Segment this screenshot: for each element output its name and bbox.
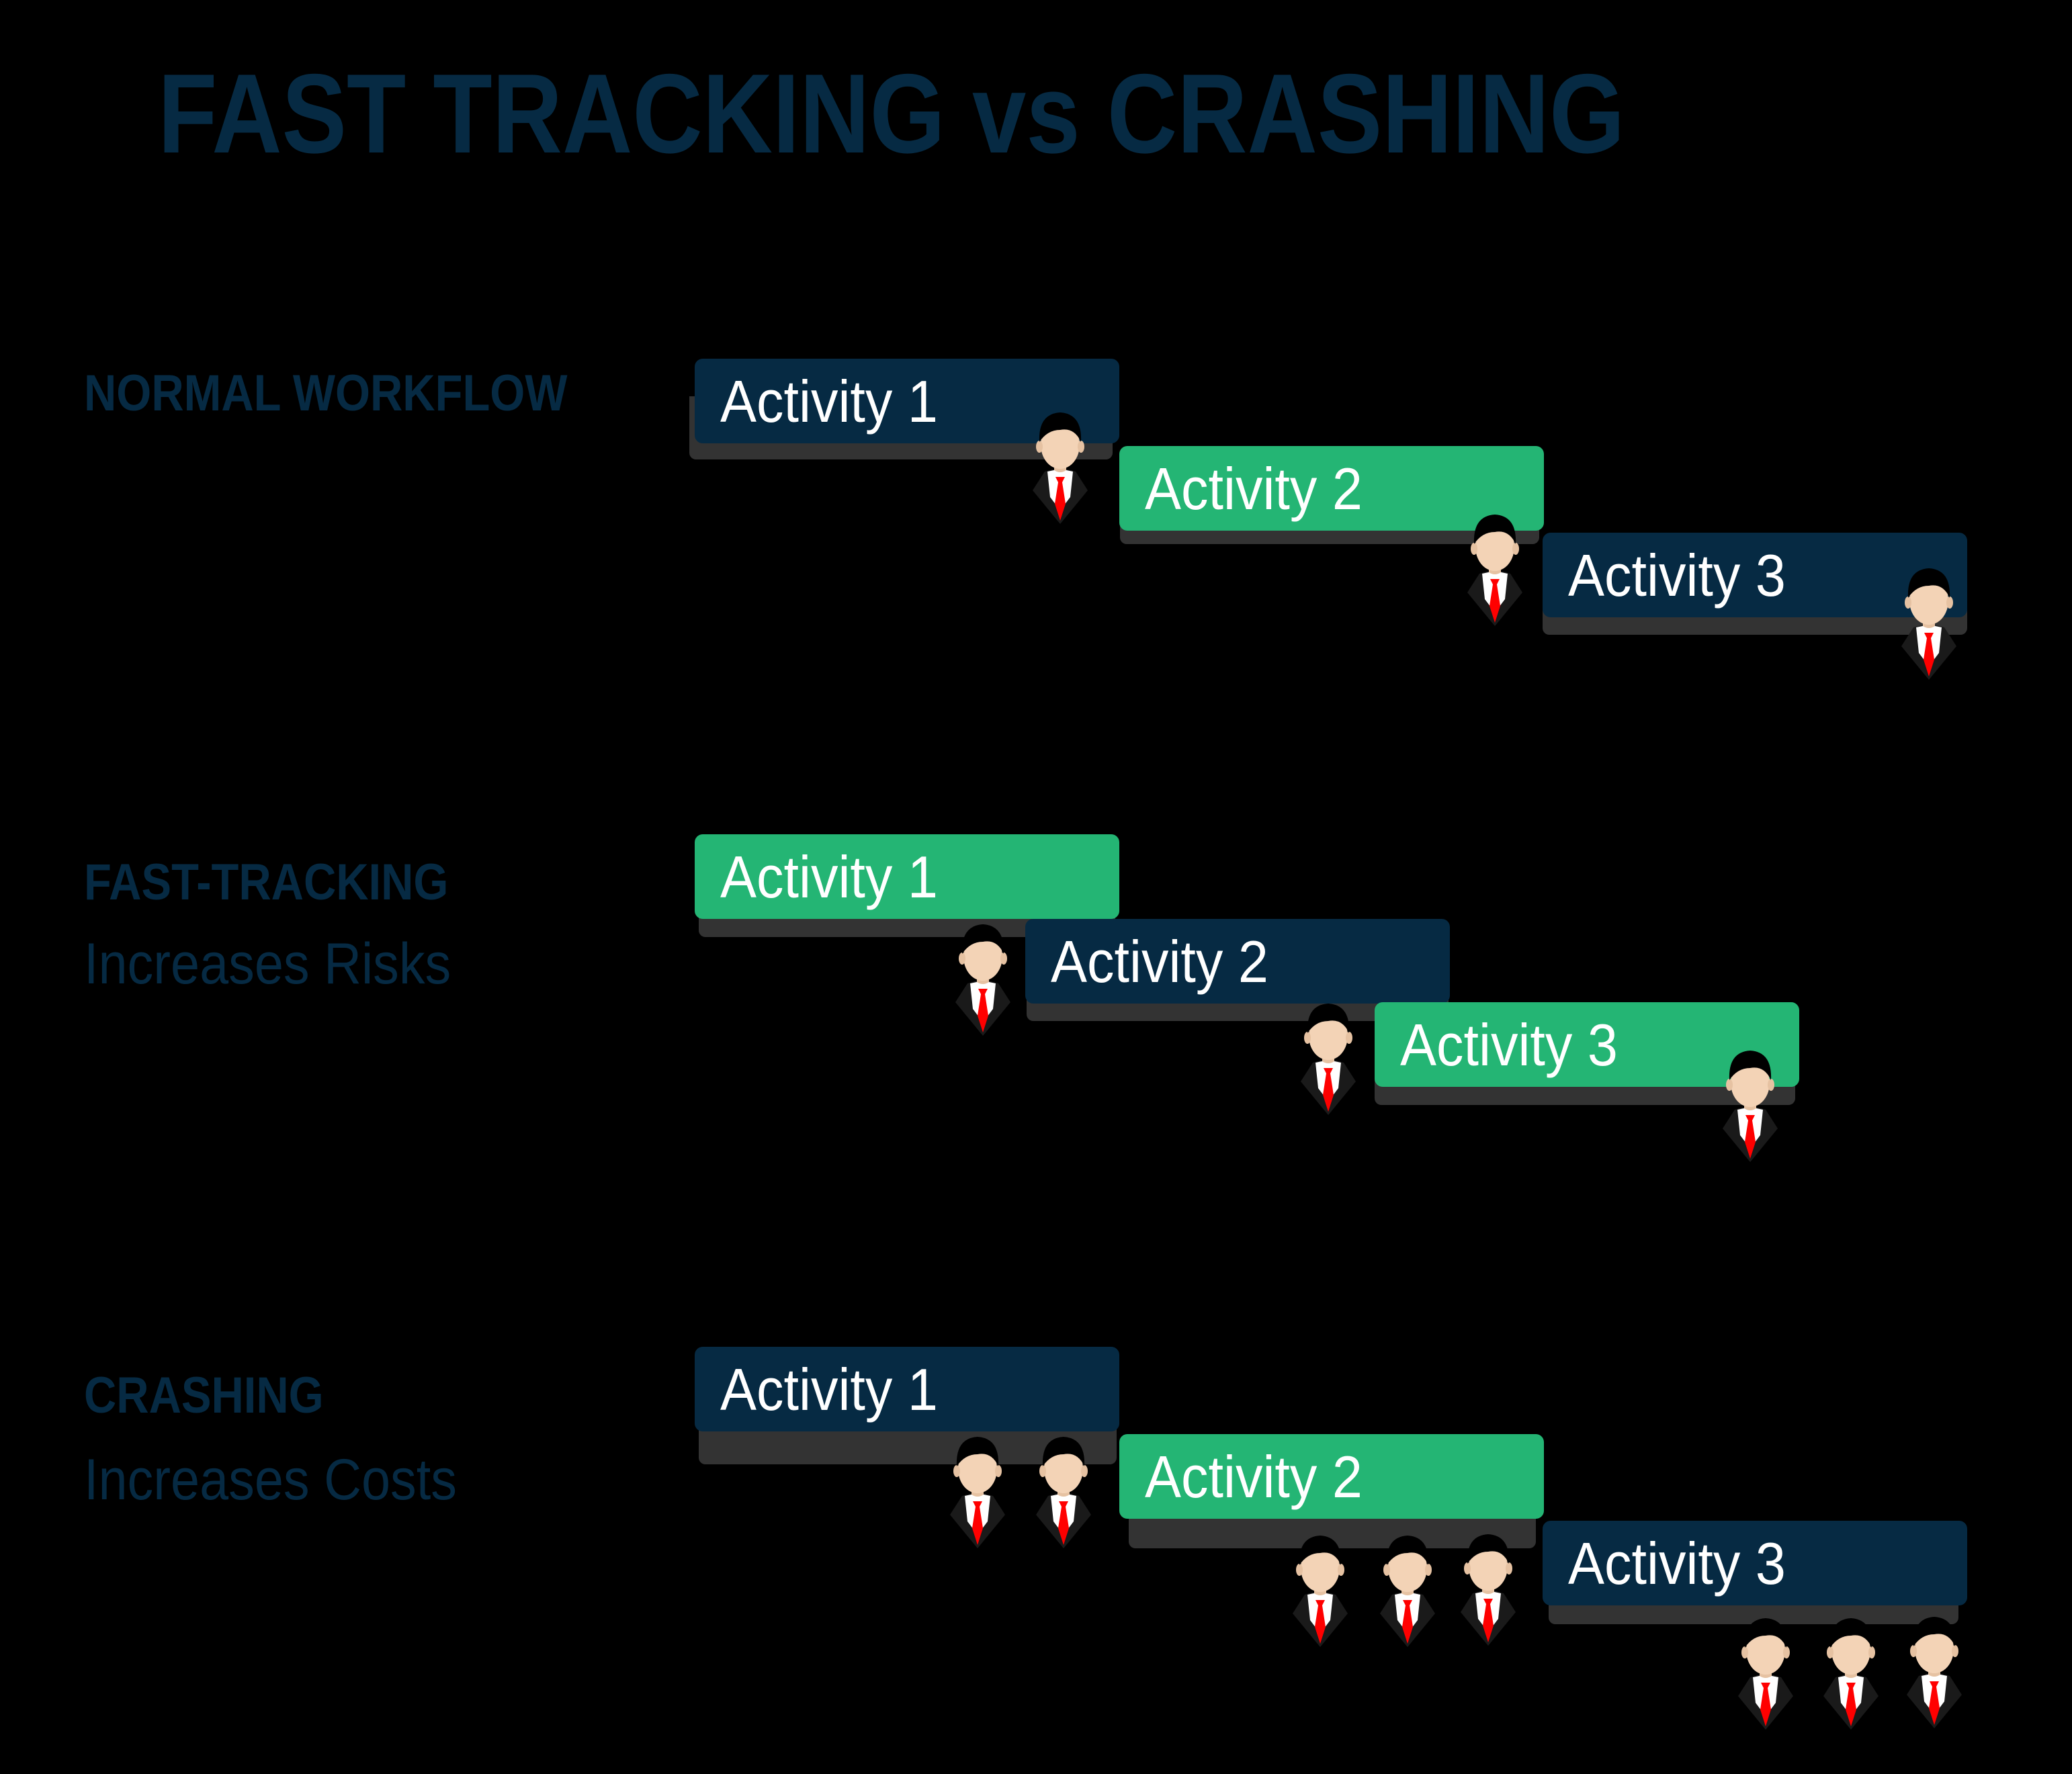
activity-bar-2: Activity 2 [1025,919,1450,1004]
businessman-icon [1720,1048,1780,1162]
businessman-icon [947,1434,1008,1548]
businessman-icon [1735,1615,1796,1730]
activity-bar-1: Activity 1 [695,834,1119,919]
businessman-icon [1298,1001,1358,1115]
activity-bar-3: Activity 3 [1543,533,1967,617]
businessman-icon [1465,512,1525,626]
activity-label: Activity 2 [1051,928,1268,995]
businessman-icon [1821,1615,1881,1730]
businessman-icon [1458,1532,1518,1646]
section-heading-fast-tracking: FAST-TRACKING [84,854,449,911]
businessman-icon [1904,1614,1965,1728]
activity-bar-3: Activity 3 [1375,1002,1799,1087]
section-subheading-risks: Increases Risks [84,932,451,996]
businessman-icon [953,922,1013,1036]
activity-bar-1: Activity 1 [695,1347,1119,1431]
businessman-icon [1899,566,1959,680]
activity-label: Activity 3 [1400,1012,1618,1078]
section-subheading-costs: Increases Costs [84,1448,457,1512]
activity-label: Activity 1 [720,844,938,910]
activity-bar-3: Activity 3 [1543,1521,1967,1605]
activity-label: Activity 3 [1568,542,1786,609]
businessman-icon [1033,1434,1094,1548]
activity-bar-2: Activity 2 [1119,446,1544,531]
section-heading-normal-workflow: NORMAL WORKFLOW [84,365,568,422]
page-title: FAST TRACKING vs CRASHING [158,50,1625,177]
businessman-icon [1377,1533,1438,1647]
activity-label: Activity 1 [720,368,938,435]
activity-bar-2: Activity 2 [1119,1434,1544,1519]
activity-label: Activity 2 [1145,455,1363,522]
activity-label: Activity 1 [720,1356,938,1423]
activity-label: Activity 3 [1568,1530,1786,1597]
businessman-icon [1290,1533,1350,1647]
activity-label: Activity 2 [1145,1444,1363,1510]
section-heading-crashing: CRASHING [84,1367,324,1424]
businessman-icon [1030,410,1090,524]
